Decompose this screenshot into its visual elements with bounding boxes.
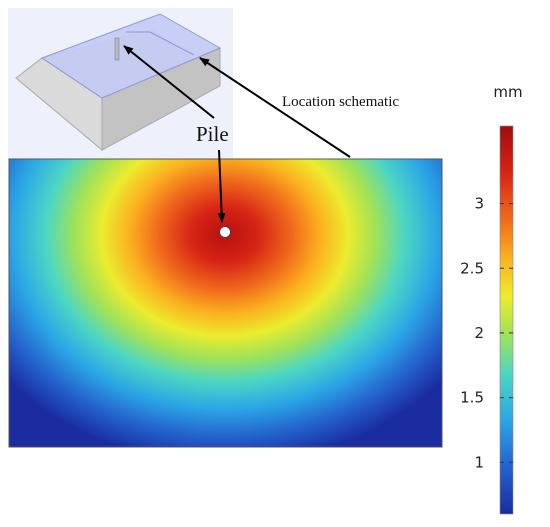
map-border <box>8 158 443 448</box>
pile-marker <box>219 226 231 238</box>
colorbar-unit-label: mm <box>493 83 522 101</box>
colorbar: mm 1 1.5 2 2.5 3 <box>460 83 523 515</box>
schematic-pile <box>114 37 120 61</box>
location-schematic-label: Location schematic <box>282 94 399 110</box>
pile-label: Pile <box>196 122 229 146</box>
displacement-map <box>8 158 443 448</box>
colorbar-scale <box>499 125 514 515</box>
schematic-top-face <box>40 13 222 99</box>
colorbar-tick-label: 1.5 <box>460 389 484 407</box>
location-schematic <box>8 8 233 160</box>
colorbar-tick-label: 3 <box>474 195 484 213</box>
schematic-edge-line <box>149 31 195 56</box>
colorbar-ticks: 1 1.5 2 2.5 3 <box>460 195 513 471</box>
colorbar-tick-label: 1 <box>474 453 484 471</box>
pile-arrow-to-schematic <box>123 45 215 119</box>
colorbar-tick-label: 2 <box>474 324 484 342</box>
colorbar-tick-label: 2.5 <box>460 259 484 277</box>
pile-arrow-to-map <box>217 149 226 223</box>
location-arrow <box>199 57 351 158</box>
contour-field <box>9 159 442 447</box>
